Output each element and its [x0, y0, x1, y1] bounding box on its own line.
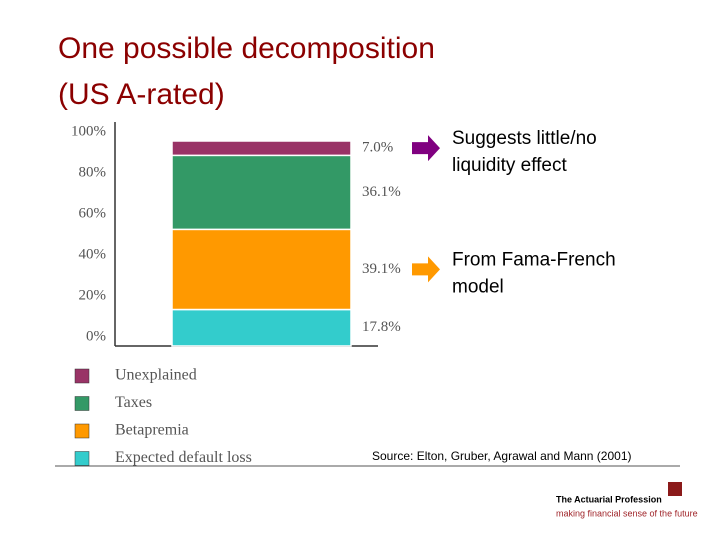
brand-tagline: making financial sense of the future — [556, 508, 698, 518]
y-tick-label: 40% — [79, 246, 107, 262]
y-tick-label: 60% — [79, 205, 107, 221]
legend-label: Unexplained — [115, 367, 197, 384]
bar-segment — [171, 308, 352, 347]
bar-segment — [171, 140, 352, 157]
y-tick-label: 100% — [71, 123, 106, 139]
value-label: 36.1% — [362, 184, 401, 200]
legend-label: Expected default loss — [115, 449, 252, 466]
source: Source: Elton, Gruber, Agrawal and Mann … — [372, 449, 631, 463]
legend-swatch — [74, 396, 90, 411]
legend-swatch — [74, 423, 90, 439]
annotation: From Fama-French — [452, 249, 616, 270]
annotation: Suggests little/no — [452, 128, 597, 149]
arrow — [412, 135, 440, 162]
annotation: liquidity effect — [452, 155, 567, 176]
brand-name: The Actuarial Profession — [556, 494, 662, 504]
logo-mark — [668, 482, 682, 496]
legend-label: Betapremia — [115, 422, 189, 439]
value-label: 17.8% — [362, 319, 401, 335]
y-tick-label: 0% — [86, 328, 106, 344]
bar-segment — [171, 228, 352, 311]
y-tick-label: 80% — [79, 164, 107, 180]
title-line: (US A-rated) — [58, 78, 225, 111]
legend-swatch — [74, 368, 90, 384]
title-line: One possible decomposition — [58, 32, 435, 65]
bar-segment — [171, 154, 352, 231]
legend-swatch — [74, 451, 90, 466]
annotation: model — [452, 276, 504, 297]
arrow — [412, 256, 440, 283]
y-tick-label: 20% — [79, 287, 107, 303]
legend-label: Taxes — [115, 394, 152, 411]
value-label: 39.1% — [362, 261, 401, 277]
value-label: 7.0% — [362, 140, 393, 156]
